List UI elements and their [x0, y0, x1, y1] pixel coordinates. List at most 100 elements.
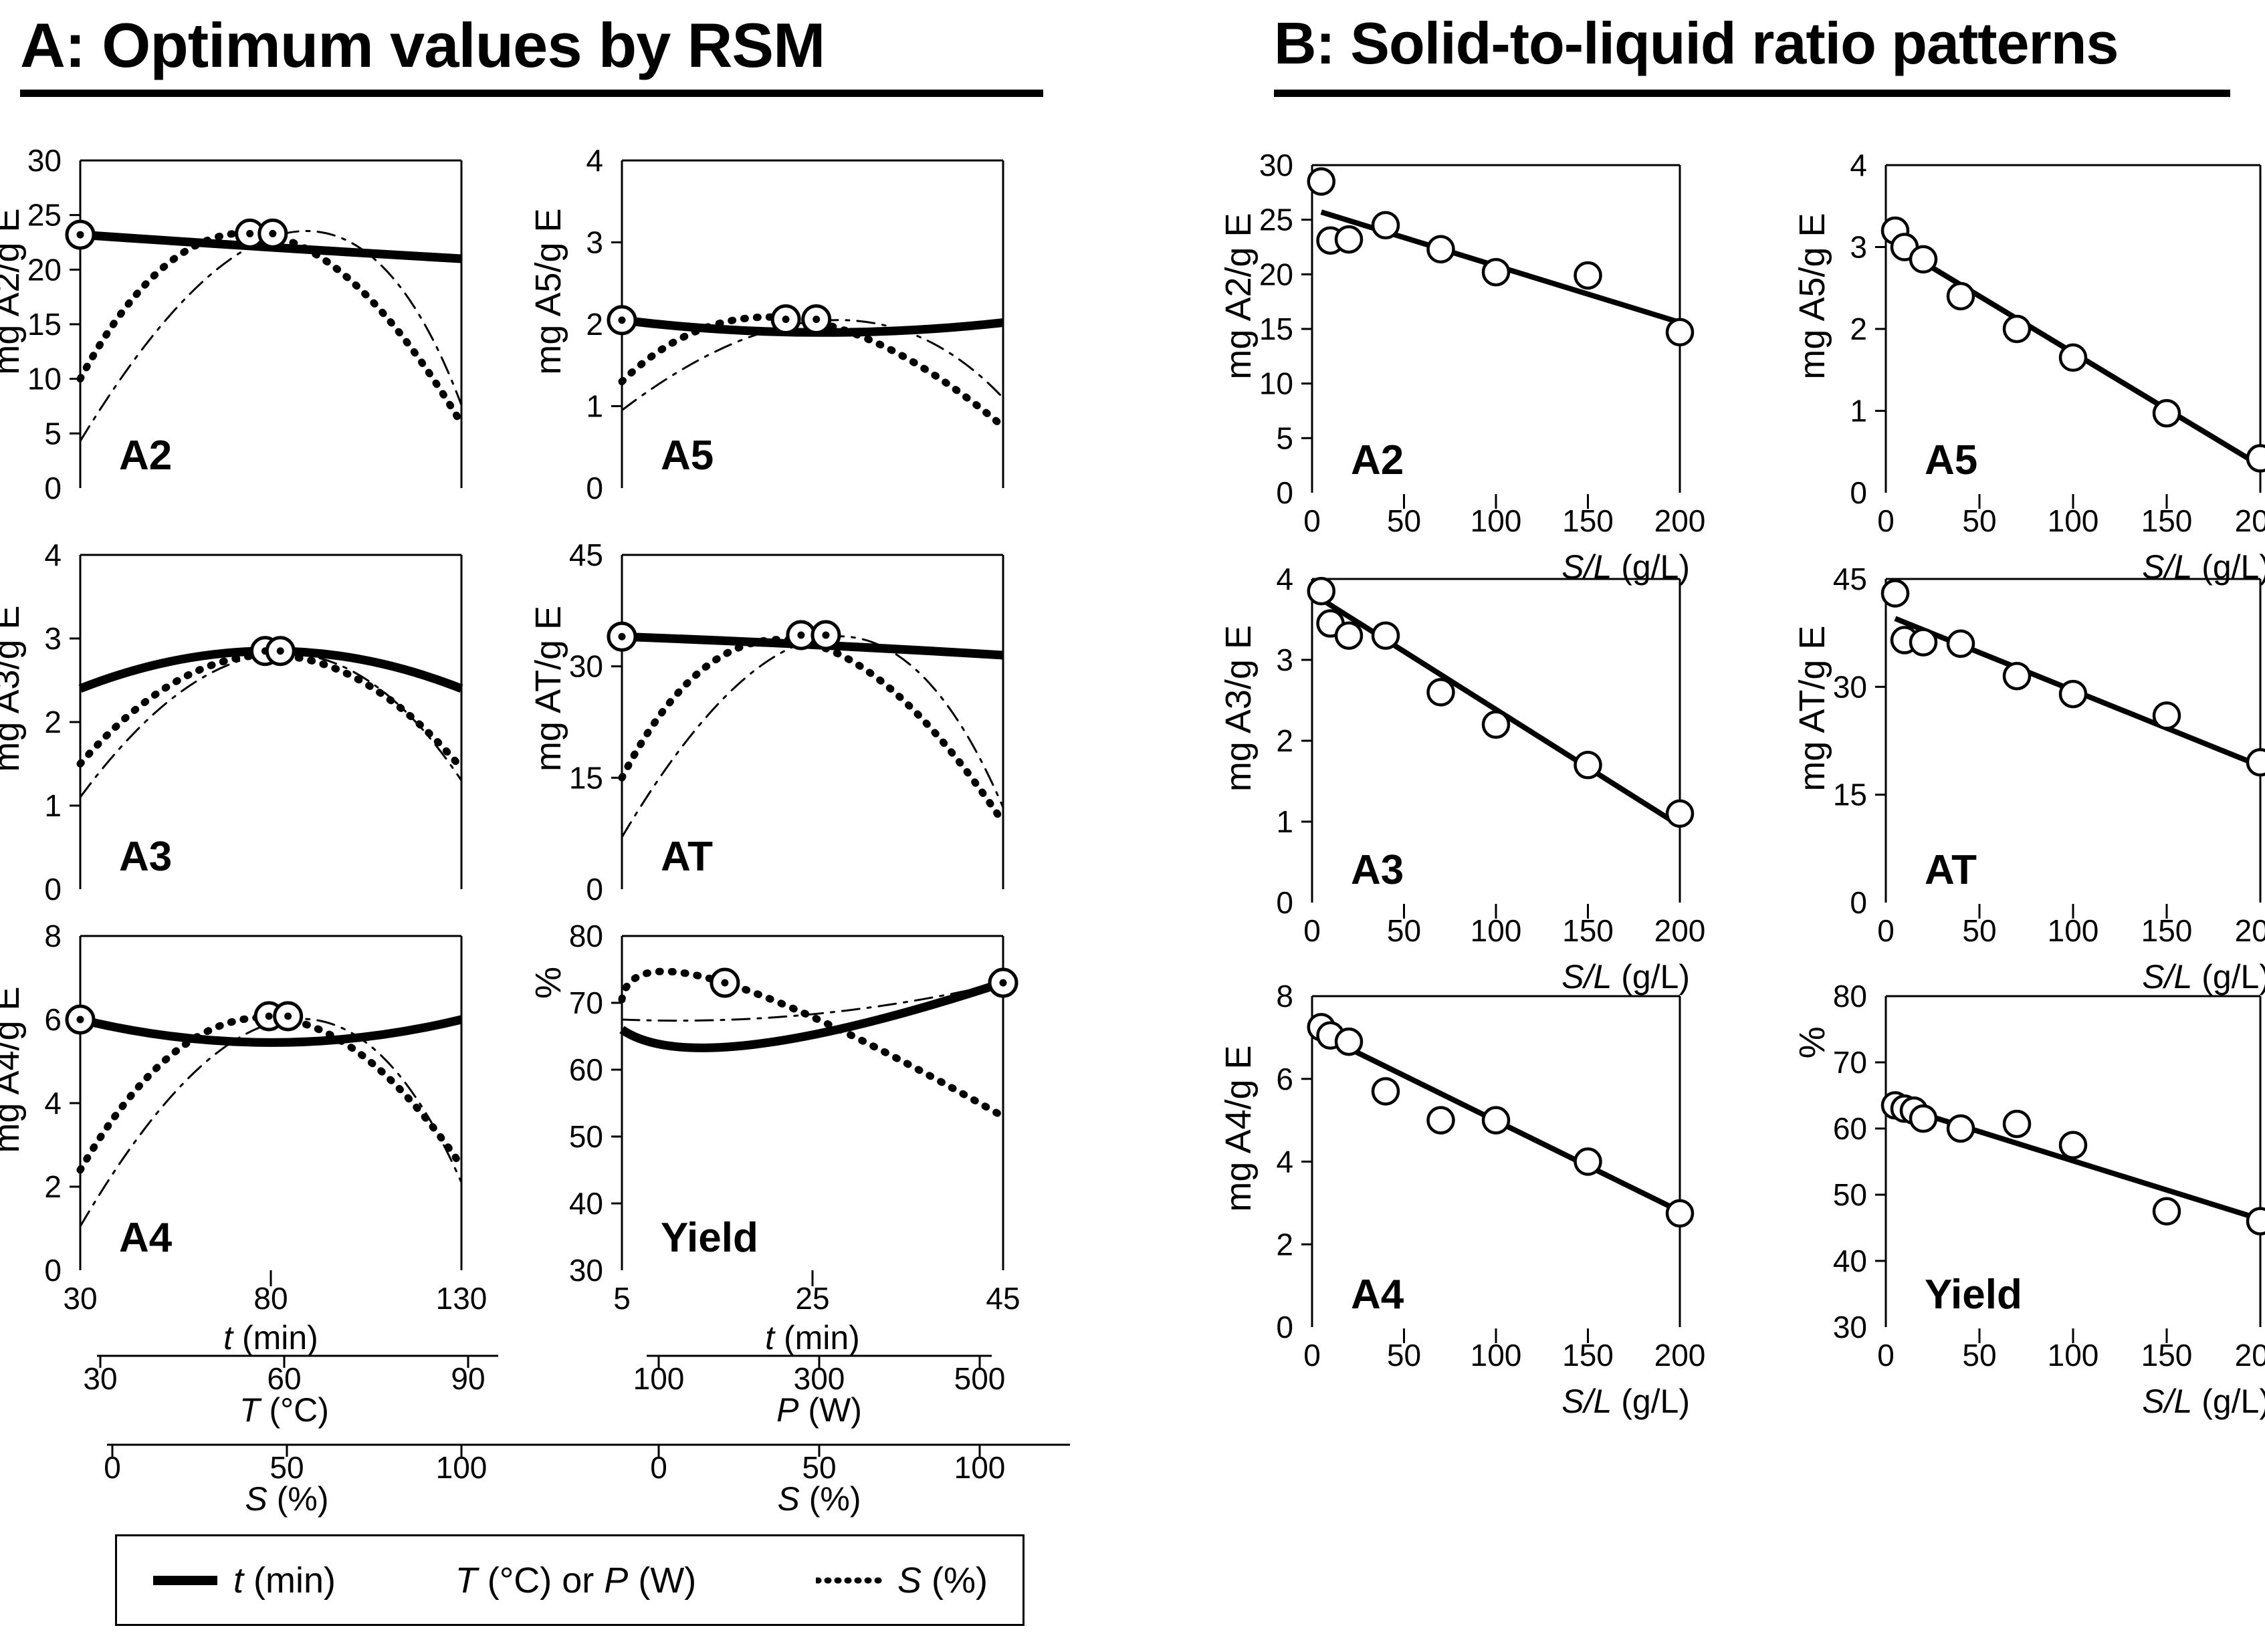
- svg-text:0: 0: [1877, 913, 1895, 948]
- svg-text:0: 0: [1303, 913, 1321, 948]
- svg-text:A3: A3: [119, 834, 172, 880]
- svg-text:30: 30: [569, 649, 603, 684]
- svg-text:60: 60: [1833, 1111, 1867, 1146]
- svg-text:100: 100: [2048, 503, 2099, 538]
- svg-text:0: 0: [1276, 1310, 1293, 1344]
- curve-T-or-P: [621, 981, 1004, 1022]
- data-point: [1481, 257, 1511, 287]
- svg-text:A4: A4: [119, 1215, 173, 1261]
- svg-text:8: 8: [44, 919, 62, 953]
- svg-text:t (min): t (min): [223, 1319, 318, 1356]
- svg-text:200: 200: [1654, 913, 1706, 948]
- svg-text:25: 25: [795, 1281, 829, 1316]
- data-point: [1481, 710, 1511, 739]
- optimum-marker: [65, 1004, 96, 1035]
- svg-text:130: 130: [436, 1281, 488, 1316]
- optimum-marker: [235, 218, 265, 249]
- svg-text:0: 0: [586, 872, 603, 907]
- svg-text:0: 0: [44, 872, 62, 907]
- svg-text:2: 2: [586, 307, 603, 342]
- svg-text:300: 300: [794, 1361, 845, 1396]
- panel-b-chart-A4: 0 2 4 6 8 mg A4/g E 0 50 100 150 200 S/L (g/L) A4: [1218, 979, 1705, 1420]
- svg-text:%: %: [528, 967, 568, 999]
- svg-text:1: 1: [1850, 394, 1867, 429]
- svg-text:200: 200: [2235, 1338, 2265, 1373]
- optimum-marker: [257, 218, 288, 249]
- svg-text:Yield: Yield: [1925, 1272, 2022, 1318]
- svg-text:50: 50: [1833, 1177, 1867, 1212]
- svg-text:0: 0: [104, 1450, 121, 1485]
- svg-text:2: 2: [1850, 312, 1867, 346]
- svg-text:mg A2/g E: mg A2/g E: [1218, 213, 1259, 379]
- svg-text:100: 100: [2048, 913, 2099, 948]
- svg-text:30: 30: [1259, 148, 1293, 183]
- svg-text:150: 150: [2141, 1338, 2193, 1373]
- data-point: [1574, 261, 1602, 290]
- svg-text:%: %: [1792, 1026, 1832, 1058]
- svg-text:150: 150: [2141, 913, 2193, 948]
- data-point: [1665, 318, 1695, 347]
- svg-text:15: 15: [1833, 778, 1867, 812]
- optimum-marker: [786, 620, 817, 651]
- data-point: [1481, 1106, 1511, 1135]
- svg-text:mg A5/g E: mg A5/g E: [528, 208, 568, 374]
- data-point: [1334, 1027, 1364, 1056]
- panel-b-title: B: Solid-to-liquid ratio patterns: [1274, 10, 2119, 76]
- data-point: [1574, 1147, 1602, 1176]
- svg-text:200: 200: [1654, 503, 1706, 538]
- svg-text:30: 30: [83, 1361, 117, 1396]
- svg-text:AT: AT: [1925, 847, 1977, 893]
- svg-text:4: 4: [44, 538, 62, 572]
- svg-text:50: 50: [1962, 913, 1996, 948]
- svg-text:A4: A4: [1351, 1272, 1404, 1318]
- svg-text:mg A4/g E: mg A4/g E: [1218, 1045, 1259, 1211]
- svg-text:6: 6: [1276, 1062, 1293, 1096]
- data-point: [1371, 621, 1400, 650]
- svg-text:2: 2: [1276, 1227, 1293, 1262]
- thick-line-sample-icon: [153, 1575, 217, 1585]
- svg-text:A2: A2: [1351, 437, 1404, 483]
- data-point: [1334, 225, 1364, 254]
- data-point: [2058, 343, 2088, 372]
- svg-text:100: 100: [954, 1450, 1006, 1485]
- svg-text:4: 4: [1850, 148, 1867, 183]
- svg-text:45: 45: [986, 1281, 1020, 1316]
- optimum-marker: [65, 219, 96, 250]
- svg-text:3: 3: [44, 621, 62, 656]
- curve-t-min: [79, 1015, 463, 1047]
- panel-b-chart-A5: 0 1 2 3 4 mg A5/g E 0 50 100 150 200 S/L (g/L) A5: [1792, 148, 2265, 586]
- svg-text:S/L (g/L): S/L (g/L): [2142, 548, 2265, 586]
- sub-axis-right-1: 0 50 100 S (%): [650, 1443, 1070, 1518]
- data-point: [1307, 167, 1335, 196]
- svg-text:AT: AT: [661, 834, 713, 880]
- panel-a-chart-A4: 0 2 4 6 8 mg A4/g E A4 30 80 130 t (min): [0, 919, 487, 1356]
- data-point: [1307, 576, 1335, 606]
- svg-text:mg AT/g E: mg AT/g E: [1792, 626, 1832, 792]
- svg-text:0: 0: [586, 471, 603, 505]
- panel-a-title: A: Optimum values by RSM: [20, 10, 825, 80]
- svg-text:2: 2: [1276, 723, 1293, 758]
- curve-T-or-P: [621, 319, 1004, 412]
- data-point: [1909, 628, 1938, 657]
- svg-text:30: 30: [569, 1253, 603, 1288]
- svg-text:20: 20: [1259, 257, 1293, 291]
- svg-text:S/L (g/L): S/L (g/L): [2142, 958, 2265, 995]
- svg-text:S/L (g/L): S/L (g/L): [1561, 1383, 1690, 1420]
- svg-text:30: 30: [63, 1281, 97, 1316]
- svg-text:S (%): S (%): [245, 1480, 328, 1518]
- svg-text:50: 50: [569, 1119, 603, 1154]
- svg-text:100: 100: [1471, 503, 1522, 538]
- svg-text:50: 50: [1387, 503, 1421, 538]
- optimum-marker: [273, 1001, 304, 1032]
- data-point: [1426, 235, 1455, 264]
- svg-text:A2: A2: [119, 433, 172, 479]
- panel-a-chart-A5: 0 1 2 3 4 mg A5/g E A5: [528, 143, 1007, 505]
- curve-T-or-P: [79, 1018, 463, 1227]
- data-point: [2002, 314, 2032, 344]
- data-point: [1426, 1106, 1455, 1135]
- data-point: [1371, 1077, 1400, 1106]
- curve-S-pct: [76, 229, 465, 428]
- sub-axis-left-0: 30 60 90 T (°C): [83, 1354, 498, 1429]
